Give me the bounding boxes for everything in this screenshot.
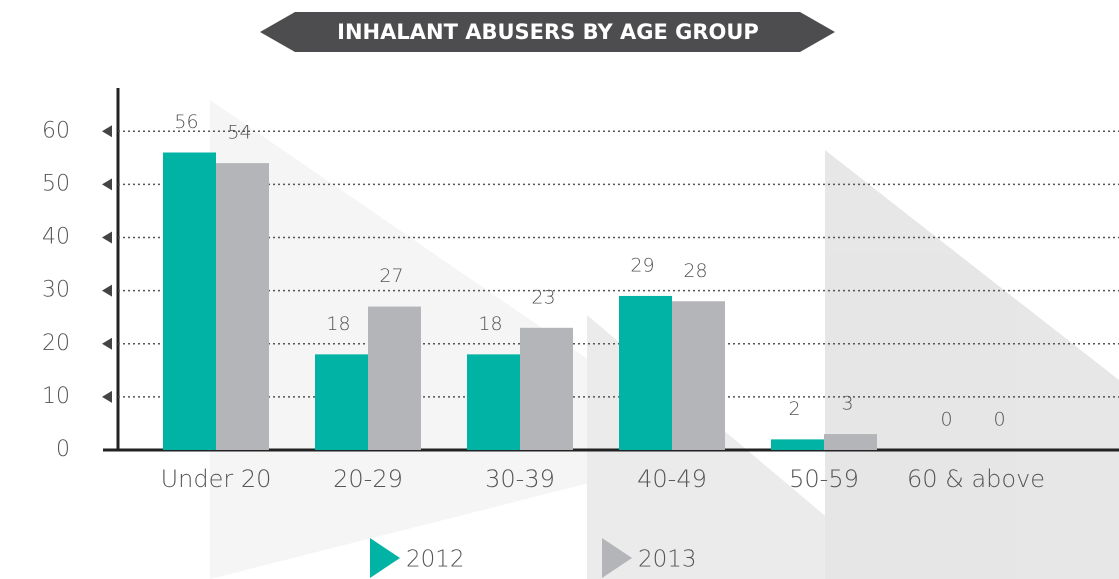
legend-label: 2012 [406, 547, 465, 573]
x-tick-label: 50-59 [789, 465, 859, 493]
y-tick-label: 0 [56, 437, 70, 462]
y-tick-label: 40 [42, 225, 70, 250]
value-label: 0 [993, 409, 1005, 431]
value-label: 0 [940, 409, 952, 431]
value-label: 28 [683, 260, 707, 282]
bar [520, 327, 573, 450]
x-tick-label: 30-39 [485, 465, 555, 493]
legend-label: 2013 [638, 547, 697, 573]
chart-title: INHALANT ABUSERS BY AGE GROUP [337, 20, 759, 44]
bar [315, 354, 368, 450]
tick-mark [102, 125, 112, 138]
bar [467, 354, 520, 450]
value-label: 56 [174, 111, 198, 133]
bar [824, 434, 877, 450]
title-banner [260, 12, 835, 52]
bar [619, 295, 672, 450]
value-label: 27 [379, 265, 403, 287]
legend-marker [370, 538, 400, 578]
value-label: 3 [841, 393, 853, 415]
x-tick-label: 40-49 [637, 465, 707, 493]
y-tick-label: 60 [42, 118, 70, 143]
bar [163, 152, 216, 450]
value-label: 2 [788, 398, 800, 420]
background-decoration [210, 100, 1119, 579]
x-tick-label: 20-29 [333, 465, 403, 493]
bar [672, 301, 725, 450]
y-tick-label: 50 [42, 171, 70, 196]
x-tick-label: Under 20 [161, 465, 272, 493]
x-tick-label: 60 & above [907, 465, 1045, 493]
y-tick-label: 10 [42, 384, 70, 409]
legend-marker [602, 538, 632, 578]
value-label: 29 [630, 254, 654, 276]
bar [771, 439, 824, 450]
tick-mark [102, 337, 112, 350]
tick-mark [102, 390, 112, 403]
value-label: 18 [478, 313, 502, 335]
tick-mark [102, 284, 112, 297]
bar [216, 163, 269, 450]
value-label: 54 [227, 122, 251, 144]
bar [368, 306, 421, 450]
value-label: 23 [531, 286, 555, 308]
y-tick-label: 20 [42, 331, 70, 356]
tick-mark [102, 231, 112, 244]
value-label: 18 [326, 313, 350, 335]
tick-mark [102, 178, 112, 191]
y-tick-label: 30 [42, 278, 70, 303]
